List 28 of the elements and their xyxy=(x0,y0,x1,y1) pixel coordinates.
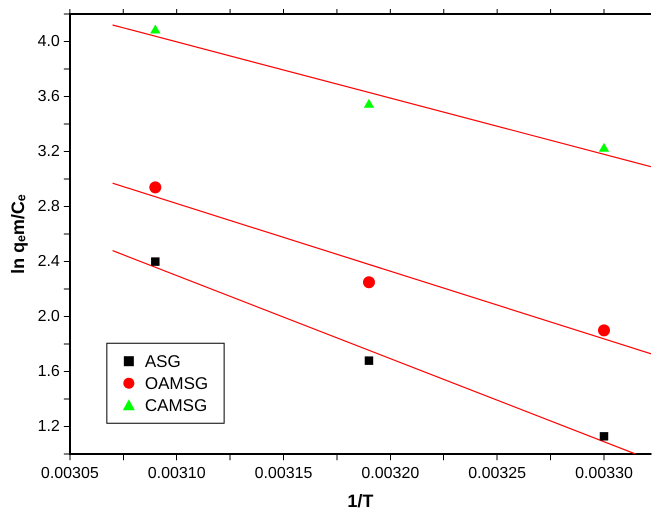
legend-label: OAMSG xyxy=(144,374,208,393)
y-axis-title: ln qₑm/Cₑ xyxy=(8,194,28,274)
point xyxy=(598,142,610,152)
x-tick-label: 0.00305 xyxy=(40,465,99,482)
legend-label: CAMSG xyxy=(144,396,208,415)
point xyxy=(598,324,610,336)
y-tick-label: 3.2 xyxy=(38,142,60,160)
legend-label: ASG xyxy=(144,352,181,371)
point xyxy=(149,181,162,194)
y-tick-label: 2.4 xyxy=(38,253,60,270)
point xyxy=(364,356,374,365)
x-tick-label: 0.00320 xyxy=(361,465,420,482)
y-tick-label: 1.2 xyxy=(38,418,60,436)
y-tick-label: 2.0 xyxy=(38,308,60,326)
y-tick-label: 4.0 xyxy=(38,32,60,50)
point xyxy=(600,432,608,441)
y-tick-label: 1.6 xyxy=(38,363,60,380)
x-tick-label: 0.00310 xyxy=(148,465,206,482)
y-tick-label: 2.8 xyxy=(38,198,60,215)
x-tick-label: 0.00330 xyxy=(575,465,634,482)
x-tick-label: 0.00325 xyxy=(468,465,526,482)
point xyxy=(362,276,375,288)
point xyxy=(150,24,161,34)
point xyxy=(364,98,374,108)
x-tick-label: 0.00315 xyxy=(254,465,313,482)
x-axis-title: 1/T xyxy=(347,491,374,512)
point xyxy=(151,257,160,266)
y-tick-label: 3.6 xyxy=(38,88,60,105)
